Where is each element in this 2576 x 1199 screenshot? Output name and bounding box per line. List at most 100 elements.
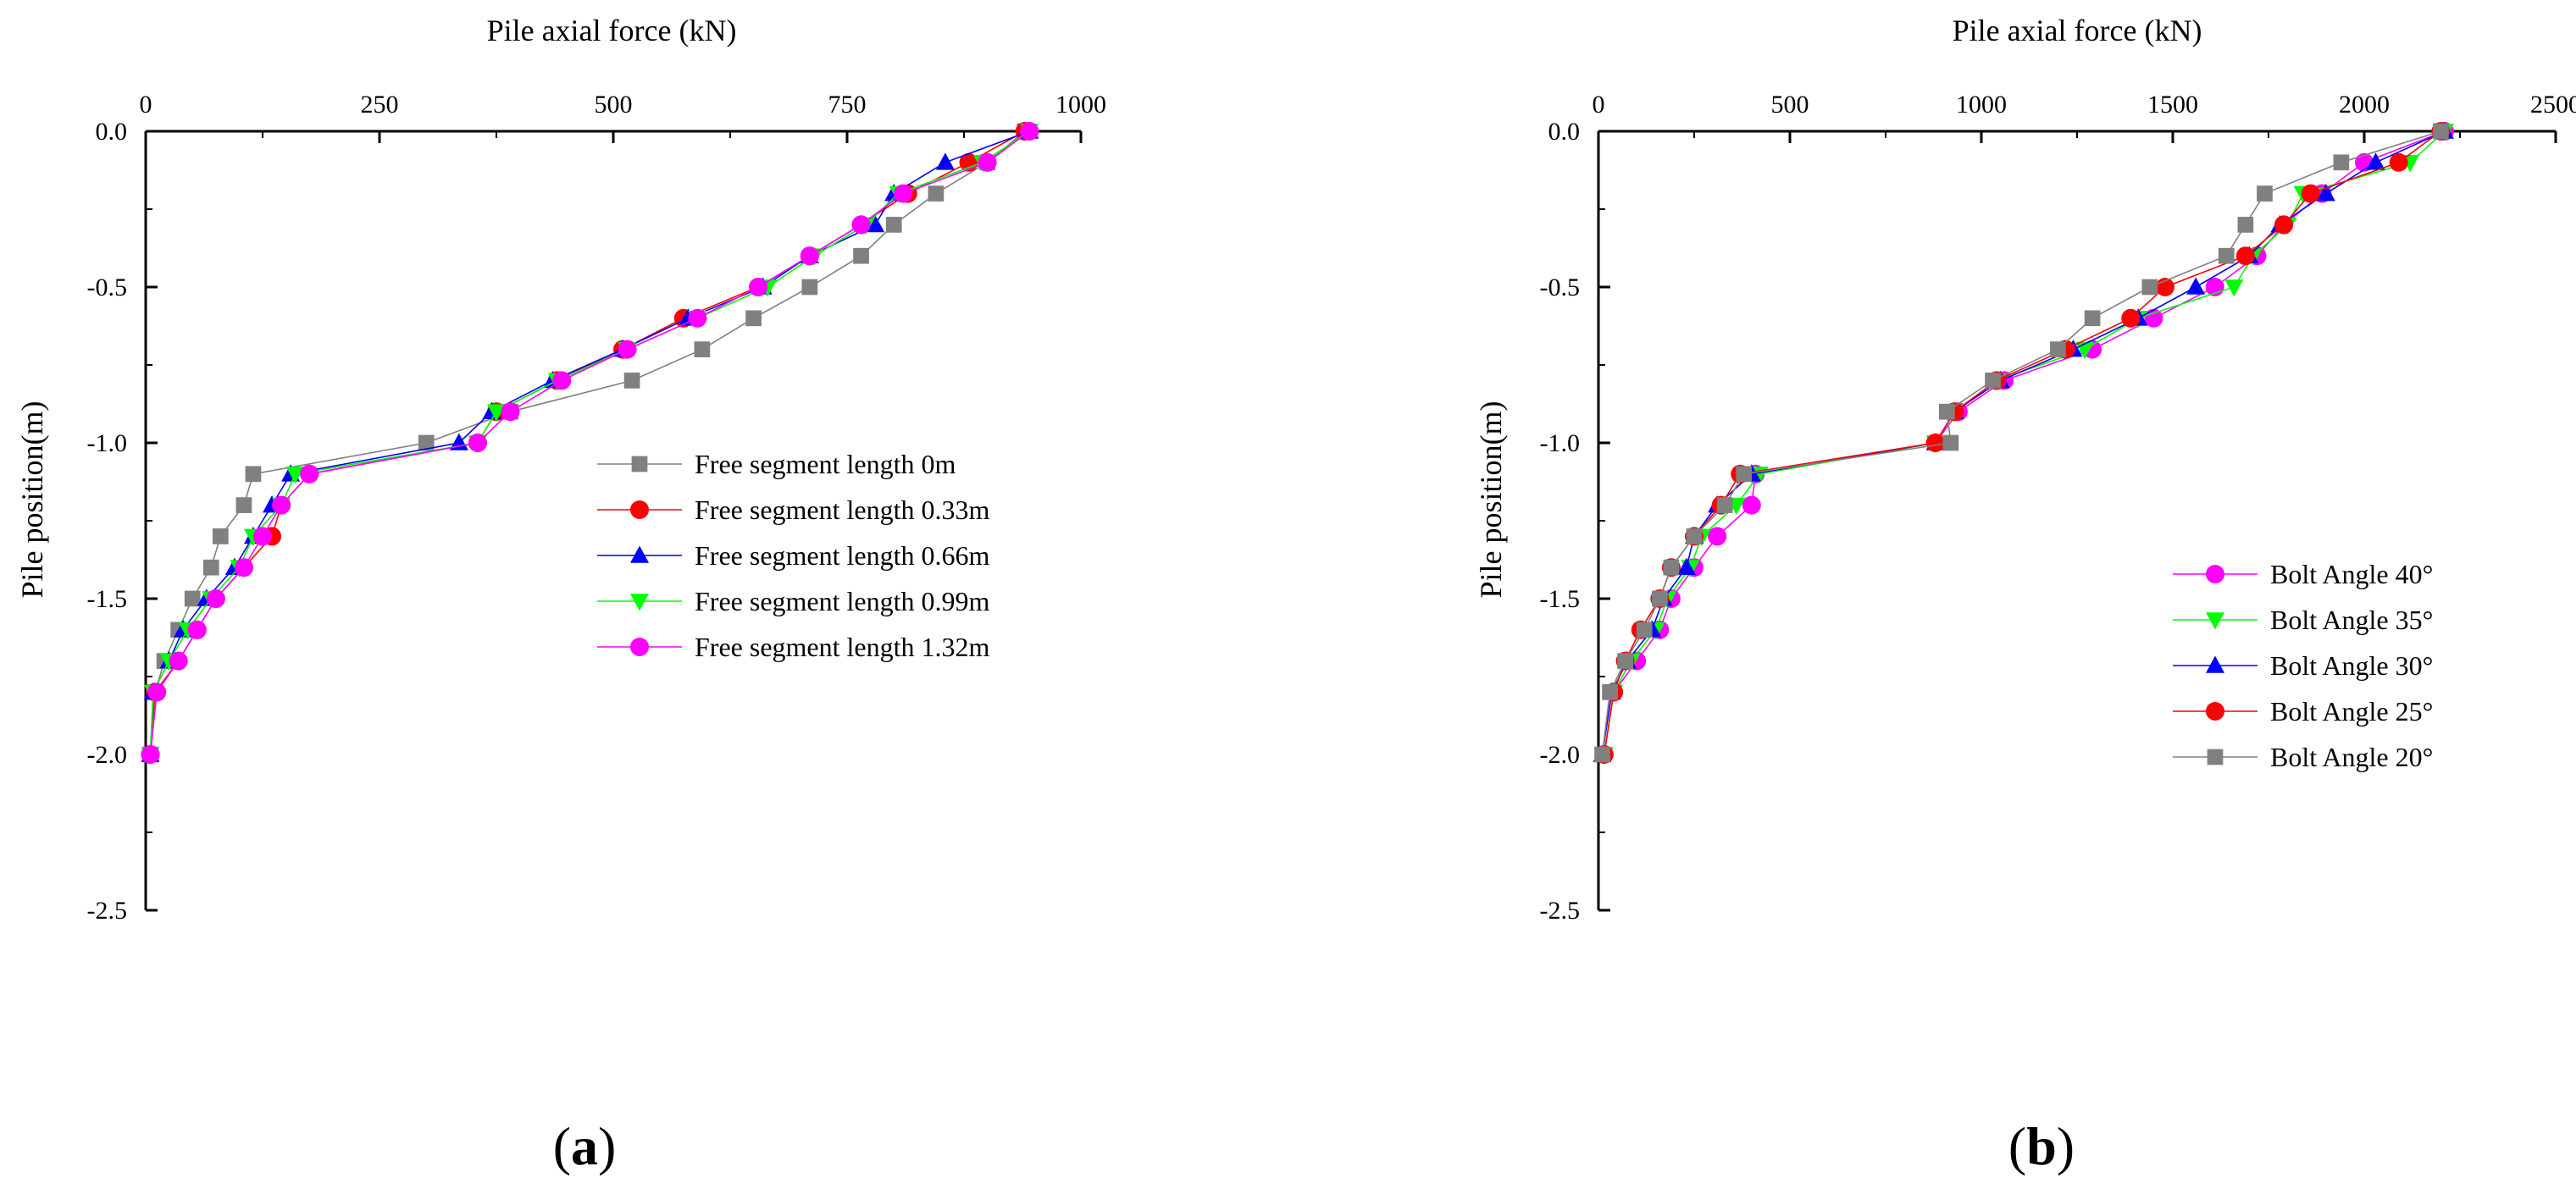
data-point: [853, 247, 869, 264]
legend-item: Bolt Angle 40°: [2173, 559, 2433, 589]
data-point: [1942, 434, 1959, 451]
legend-label: Bolt Angle 25°: [2270, 696, 2433, 727]
legend-item: Bolt Angle 20°: [2173, 742, 2433, 772]
data-point: [2050, 341, 2066, 357]
panel-b: Pile axial force (kN) Pile position(m) 0…: [1474, 14, 2576, 1176]
data-point: [202, 559, 219, 576]
data-point: [800, 246, 819, 266]
data-point: [234, 558, 253, 577]
legend-marker: [2207, 749, 2224, 765]
legend-label: Free segment length 0.33m: [695, 495, 989, 525]
data-point: [253, 527, 272, 546]
data-point: [1938, 403, 1955, 420]
data-point: [935, 152, 955, 170]
data-point: [1686, 528, 1703, 544]
legend-marker: [2206, 565, 2224, 583]
data-point: [745, 310, 762, 327]
data-point: [1676, 557, 1696, 575]
legend-item: Free segment length 0.99m: [597, 586, 989, 616]
x-axis-title: Pile axial force (kN): [487, 14, 737, 47]
data-point: [2141, 279, 2158, 296]
data-point: [618, 340, 637, 359]
legend: Bolt Angle 40° Bolt Angle 35° Bolt Angle 3…: [2173, 559, 2433, 772]
legend-marker: [630, 594, 649, 611]
legend: Free segment length 0m Free segment lengt…: [597, 449, 989, 662]
data-point: [801, 279, 818, 296]
data-point: [928, 185, 945, 202]
y-tick-label: 0.0: [1548, 118, 1581, 146]
data-point: [272, 495, 291, 515]
y-tick-label: -1.0: [87, 429, 128, 457]
data-point: [285, 467, 305, 484]
data-series: [1593, 121, 2454, 765]
legend-marker: [630, 500, 649, 519]
data-point: [501, 402, 520, 422]
data-point: [2274, 215, 2294, 235]
panel-label-letter: a: [571, 1116, 598, 1176]
series-free-segment-length-1-32m: [141, 122, 1039, 764]
y-tick-label: -1.5: [1540, 585, 1581, 613]
data-point: [169, 651, 188, 671]
series-bolt-angle-20-: [1594, 123, 2449, 763]
axes: [1597, 130, 2557, 912]
y-tick-label: -0.5: [87, 274, 128, 301]
legend-label: Free segment length 0m: [695, 449, 956, 479]
data-point: [2218, 247, 2235, 264]
legend-marker: [630, 638, 649, 656]
data-point: [1925, 434, 1945, 452]
x-tick-label: 0: [1593, 91, 1605, 119]
data-point: [2366, 152, 2385, 170]
y-tick-label: -2.0: [87, 741, 128, 769]
data-point: [1663, 559, 1680, 576]
data-point: [468, 434, 487, 452]
legend-marker: [2206, 702, 2224, 721]
y-tick-label: -1.5: [87, 585, 128, 613]
data-point: [2237, 217, 2254, 233]
data-point: [2224, 279, 2244, 297]
data-point: [2186, 277, 2206, 295]
data-point: [147, 682, 167, 702]
y-tick-label: -0.5: [1540, 274, 1581, 301]
data-point: [1020, 122, 1039, 141]
x-tick-label: 250: [361, 91, 399, 119]
data-point: [694, 341, 711, 357]
data-point: [184, 590, 201, 607]
legend-label: Bolt Angle 40°: [2270, 559, 2433, 589]
series-free-segment-length-0m: [142, 123, 1033, 763]
data-point: [1602, 684, 1618, 700]
y-tick-label: -2.5: [1540, 897, 1581, 925]
y-tick-label: -1.0: [1540, 429, 1581, 457]
x-tick-label: 2500: [2530, 91, 2576, 119]
data-point: [1742, 495, 1761, 515]
legend-item: Bolt Angle 35°: [2173, 605, 2433, 635]
data-point: [1716, 497, 1733, 513]
data-point: [2301, 184, 2320, 203]
x-tick-label: 1000: [1055, 91, 1106, 119]
data-point: [212, 528, 229, 544]
x-tick-label: 1500: [2147, 91, 2198, 119]
legend-label: Free segment length 0.66m: [695, 540, 989, 571]
legend-label: Free segment length 1.32m: [695, 632, 989, 662]
legend-label: Free segment length 0.99m: [695, 586, 989, 616]
data-point: [851, 215, 871, 235]
data-point: [688, 308, 707, 328]
panel-a: Pile axial force (kN) Pile position(m) 0…: [15, 14, 1106, 1176]
panel-label-paren-close: ): [2057, 1116, 2075, 1176]
legend-marker: [631, 456, 648, 472]
data-point: [885, 217, 902, 233]
legend-label: Bolt Angle 30°: [2270, 650, 2433, 681]
data-point: [2235, 246, 2255, 266]
x-tick-label: 2000: [2339, 91, 2390, 119]
data-point: [206, 589, 225, 608]
data-point: [894, 184, 913, 203]
data-point: [1736, 466, 1753, 483]
legend-item: Bolt Angle 25°: [2173, 696, 2433, 727]
legend-item: Free segment length 1.32m: [597, 632, 989, 662]
panel-label-paren-open: (: [2008, 1116, 2026, 1176]
data-point: [300, 464, 319, 483]
y-tick-label: -2.0: [1540, 741, 1581, 769]
legend-item: Free segment length 0.33m: [597, 495, 989, 525]
panel-label-a: (a): [553, 1116, 617, 1176]
legend-item: Free segment length 0.66m: [597, 540, 989, 571]
